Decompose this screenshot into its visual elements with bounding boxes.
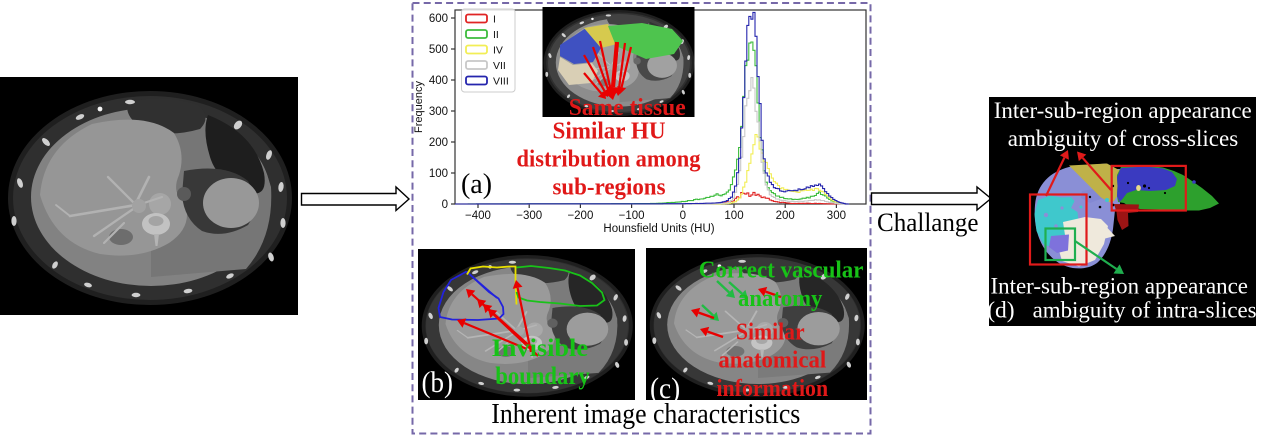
svg-text:II: II [493, 29, 499, 41]
svg-text:Correct vascular: Correct vascular [699, 258, 864, 284]
svg-text:200: 200 [429, 137, 448, 149]
svg-text:ambiguity of intra-slices: ambiguity of intra-slices [1033, 298, 1257, 324]
svg-text:−200: −200 [567, 210, 593, 222]
svg-text:−100: −100 [619, 210, 645, 222]
svg-text:300: 300 [429, 106, 448, 118]
svg-text:200: 200 [776, 210, 795, 222]
svg-text:100: 100 [429, 168, 448, 180]
svg-text:Similar HU: Similar HU [553, 119, 666, 145]
svg-text:300: 300 [827, 210, 846, 222]
svg-text:0: 0 [680, 210, 686, 222]
svg-text:Similar: Similar [736, 320, 805, 346]
svg-text:IV: IV [493, 45, 503, 57]
svg-text:anatomy: anatomy [738, 286, 822, 312]
svg-text:100: 100 [724, 210, 743, 222]
svg-text:0: 0 [442, 199, 448, 211]
svg-text:(c): (c) [650, 372, 680, 405]
svg-text:information: information [716, 376, 828, 402]
svg-text:Hounsfield Units (HU): Hounsfield Units (HU) [603, 223, 714, 235]
svg-text:Frequency: Frequency [413, 81, 425, 133]
svg-text:Inherent image characteristics: Inherent image characteristics [491, 398, 800, 430]
svg-text:500: 500 [429, 44, 448, 56]
svg-text:Same tissue: Same tissue [569, 95, 686, 121]
svg-text:anatomical: anatomical [718, 348, 826, 374]
svg-text:Inter-sub-region appearance: Inter-sub-region appearance [991, 274, 1249, 300]
svg-text:Inter-sub-region appearance: Inter-sub-region appearance [994, 98, 1252, 124]
svg-text:(a): (a) [461, 168, 492, 200]
svg-text:boundary: boundary [495, 363, 590, 390]
svg-text:VII: VII [493, 60, 506, 72]
svg-text:Challange: Challange [877, 208, 979, 237]
svg-text:ambiguity of cross-slices: ambiguity of cross-slices [1008, 126, 1239, 152]
svg-text:400: 400 [429, 75, 448, 87]
svg-text:(d): (d) [987, 298, 1014, 324]
svg-text:I: I [493, 14, 496, 26]
svg-text:(b): (b) [422, 366, 454, 399]
svg-text:VIII: VIII [493, 76, 509, 88]
svg-text:−300: −300 [516, 210, 542, 222]
svg-text:sub-regions: sub-regions [553, 175, 666, 201]
svg-text:distribution among: distribution among [517, 147, 701, 173]
svg-text:Invisible: Invisible [492, 335, 589, 362]
svg-text:600: 600 [429, 13, 448, 25]
svg-text:−400: −400 [465, 210, 491, 222]
